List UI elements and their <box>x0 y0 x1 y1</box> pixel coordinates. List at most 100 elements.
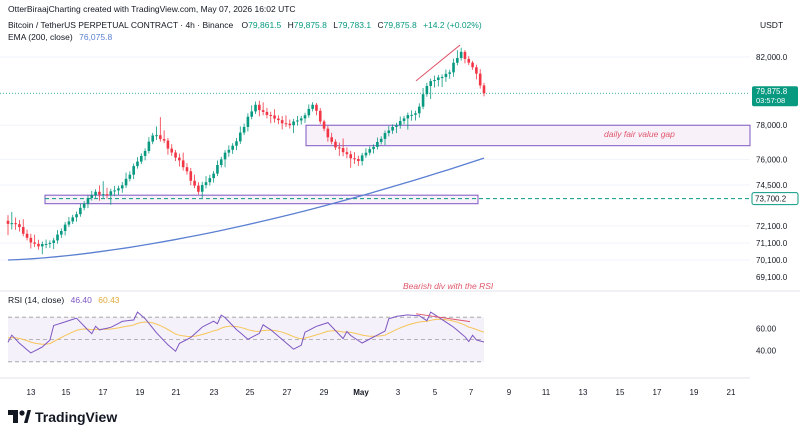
high-label: H <box>288 20 294 30</box>
candle-down <box>467 58 471 63</box>
candle-up <box>231 145 234 150</box>
candle-up <box>143 150 147 156</box>
last-price-tag <box>752 86 798 107</box>
candle-down <box>334 141 337 148</box>
candle-up <box>372 146 375 150</box>
candle-down <box>98 191 101 195</box>
candle-down <box>162 139 166 141</box>
candle-down <box>326 128 330 138</box>
candle-down <box>269 115 273 116</box>
price-tick-label: 78,000.0 <box>756 121 788 130</box>
candle-up <box>387 130 391 134</box>
candle-down <box>166 140 170 149</box>
candle-up <box>86 198 90 204</box>
candle-up <box>216 164 219 174</box>
rsi-legend: RSI (14, close) 46.40 60.43 <box>8 295 120 305</box>
candle-up <box>238 132 242 142</box>
symbol-title: Bitcoin / TetherUS PERPETUAL CONTRACT · … <box>8 20 233 30</box>
candle-up <box>212 173 215 179</box>
price-tick-label: 74,500.0 <box>756 181 788 190</box>
candle-up <box>200 185 204 192</box>
candle-up <box>429 81 432 86</box>
time-tick-label: 17 <box>99 388 108 397</box>
candle-up <box>425 86 429 95</box>
level-tag-value: 73,700.2 <box>755 195 787 204</box>
last-price-value: 79,875.8 <box>756 87 788 96</box>
candle-up <box>444 73 448 78</box>
candle-up <box>117 188 120 191</box>
candle-up <box>223 152 227 160</box>
time-tick-label: 15 <box>62 388 71 397</box>
ema-value: 76,075.8 <box>79 32 112 42</box>
candle-up <box>364 152 368 156</box>
candle-up <box>63 224 67 231</box>
time-tick-label: 21 <box>727 388 736 397</box>
time-tick-label: 29 <box>320 388 329 397</box>
candle-up <box>433 80 436 82</box>
time-tick-label: 11 <box>542 388 551 397</box>
candle-down <box>280 120 284 124</box>
candle-down <box>345 152 349 155</box>
candle-up <box>151 135 155 142</box>
candle-down <box>29 237 33 243</box>
caption: OtterBiraajCharting created with Trading… <box>8 4 296 14</box>
candle-up <box>204 182 208 186</box>
candle-up <box>456 58 459 63</box>
candle-down <box>181 160 185 168</box>
support-zone-box <box>44 194 479 205</box>
fair-value-gap-box <box>305 124 751 147</box>
candle-up <box>406 115 410 119</box>
price-tick-label: 69,100.0 <box>756 273 788 282</box>
candle-down <box>273 115 276 119</box>
candle-up <box>113 190 116 192</box>
price-tick-label: 70,100.0 <box>756 256 788 265</box>
candle-up <box>414 113 417 115</box>
time-tick-label: 9 <box>507 388 512 397</box>
candle-up <box>303 115 307 119</box>
candle-up <box>128 174 132 179</box>
time-tick-label: 3 <box>396 388 401 397</box>
candle-down <box>337 147 341 149</box>
time-tick-label: 13 <box>27 388 36 397</box>
candle-up <box>101 194 105 196</box>
time-tick-label: 27 <box>283 388 292 397</box>
candle-down <box>357 159 360 162</box>
candle-up <box>235 141 238 146</box>
candle-down <box>258 104 261 111</box>
candle-down <box>193 180 196 186</box>
time-tick-label: 19 <box>690 388 699 397</box>
price-tick-label: 71,100.0 <box>756 239 788 248</box>
low-value: 79,783.1 <box>338 20 371 30</box>
candle-down <box>341 148 345 153</box>
candle-up <box>410 114 413 116</box>
candle-down <box>265 111 269 115</box>
candle-down <box>33 242 36 244</box>
candle-down <box>37 243 40 247</box>
candle-down <box>471 62 474 68</box>
time-tick-label: 5 <box>433 388 438 397</box>
time-tick-label: 15 <box>616 388 625 397</box>
candle-down <box>14 223 17 225</box>
time-tick-label: 25 <box>246 388 255 397</box>
candle-down <box>353 158 356 160</box>
candle-up <box>139 155 143 162</box>
candle-up <box>109 191 113 196</box>
candle-up <box>307 108 311 116</box>
candle-up <box>67 221 71 225</box>
brand-name: TradingView <box>35 409 117 425</box>
time-tick-label: 17 <box>653 388 662 397</box>
candle-up <box>402 118 406 121</box>
candle-down <box>277 118 280 121</box>
candle-up <box>398 120 402 126</box>
candle-down <box>159 135 162 140</box>
candle-down <box>189 171 193 181</box>
candle-up <box>448 72 452 74</box>
candle-up <box>10 223 14 225</box>
candle-down <box>18 224 21 228</box>
candle-up <box>440 77 444 79</box>
candle-down <box>475 67 478 74</box>
candle-up <box>208 178 212 183</box>
candle-up <box>147 141 151 151</box>
candle-up <box>242 126 246 133</box>
divergence-annotation: Bearish div with the RSI <box>403 281 494 291</box>
